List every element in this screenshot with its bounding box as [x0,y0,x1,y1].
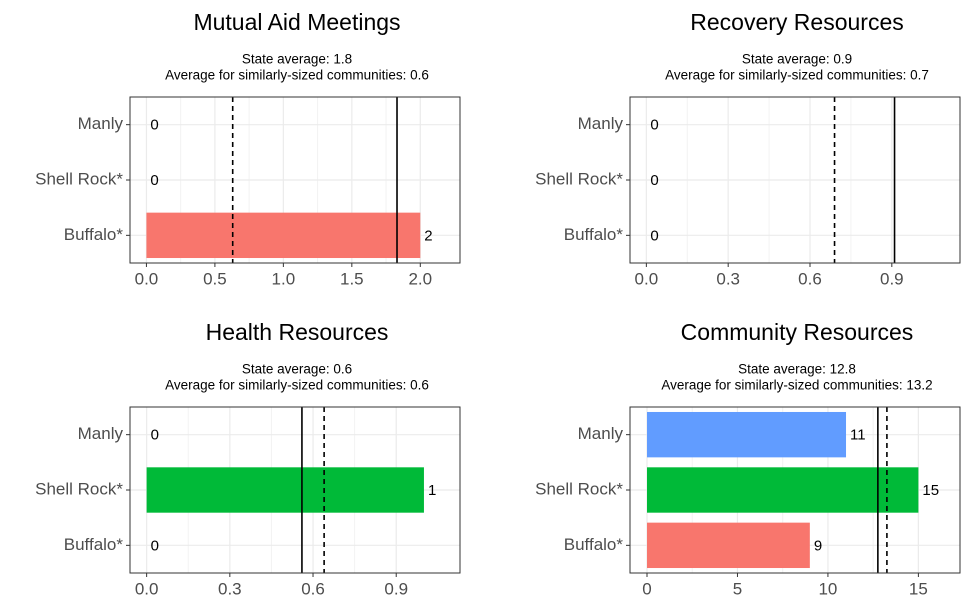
chart-title: Health Resources [206,319,389,345]
y-tick-label: Manly [78,424,124,443]
value-label: 0 [650,117,658,134]
y-tick-label: Manly [578,424,624,443]
subtitle: State average: 12.8 [738,362,856,377]
subtitle: State average: 0.6 [242,362,352,377]
chart-title: Community Resources [681,319,914,345]
plot-border [129,406,461,574]
x-tick-label: 15 [909,579,928,598]
x-tick-label: 0.3 [716,269,740,288]
x-tick-label: 2.0 [408,269,432,288]
x-tick-label: 0.9 [880,269,904,288]
bar [647,522,810,569]
y-tick-label: Manly [578,114,624,133]
value-label: 2 [424,227,432,244]
x-tick-label: 1.0 [272,269,296,288]
value-label: 1 [428,482,436,499]
x-tick-label: 1.5 [340,269,364,288]
chart-title: Mutual Aid Meetings [193,9,400,35]
chart-title: Recovery Resources [690,9,903,35]
value-label: 0 [150,117,158,134]
y-tick-label: Shell Rock* [535,169,623,188]
bar [647,411,847,458]
y-tick-label: Shell Rock* [35,479,123,498]
subtitle: Average for similarly-sized communities:… [665,68,929,83]
x-tick-label: 0.0 [635,269,659,288]
panel: Mutual Aid Meetings State average: 1.8Ave… [35,9,461,288]
x-tick-label: 0 [642,579,651,598]
value-label: 0 [150,172,158,189]
panel: Community Resources State average: 12.8Av… [535,319,961,598]
y-tick-label: Buffalo* [564,535,624,554]
panel: Health Resources State average: 0.6Averag… [35,319,461,598]
subtitle: State average: 1.8 [242,52,352,67]
y-tick-label: Shell Rock* [35,169,123,188]
x-tick-label: 5 [733,579,742,598]
x-tick-label: 0.0 [135,579,159,598]
x-tick-label: 0.0 [135,269,159,288]
subtitle: Average for similarly-sized communities:… [165,378,429,393]
value-label: 0 [650,172,658,189]
y-tick-label: Manly [78,114,124,133]
panel: Recovery Resources State average: 0.9Aver… [535,9,961,288]
y-tick-label: Buffalo* [64,225,124,244]
subtitle: State average: 0.9 [742,52,852,67]
x-tick-label: 0.6 [301,579,325,598]
y-tick-label: Buffalo* [564,225,624,244]
y-tick-label: Shell Rock* [535,479,623,498]
subtitle: Average for similarly-sized communities:… [165,68,429,83]
plot-border [629,406,961,574]
subtitle: Average for similarly-sized communities:… [661,378,932,393]
value-label: 0 [151,537,159,554]
value-label: 15 [922,482,939,499]
plot-border [629,96,961,264]
value-label: 11 [850,427,866,444]
x-tick-label: 0.9 [384,579,408,598]
x-tick-label: 0.5 [203,269,227,288]
plot-border [129,96,461,264]
x-tick-label: 0.3 [218,579,242,598]
y-tick-label: Buffalo* [64,535,124,554]
bar [146,467,424,513]
value-label: 9 [814,537,822,554]
value-label: 0 [650,227,658,244]
value-label: 0 [151,427,159,444]
bar [647,467,919,513]
bar [146,212,421,259]
x-tick-label: 0.6 [798,269,822,288]
x-tick-label: 10 [818,579,837,598]
